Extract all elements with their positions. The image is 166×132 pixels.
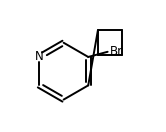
Text: Br: Br	[110, 45, 123, 58]
Text: N: N	[35, 50, 43, 63]
